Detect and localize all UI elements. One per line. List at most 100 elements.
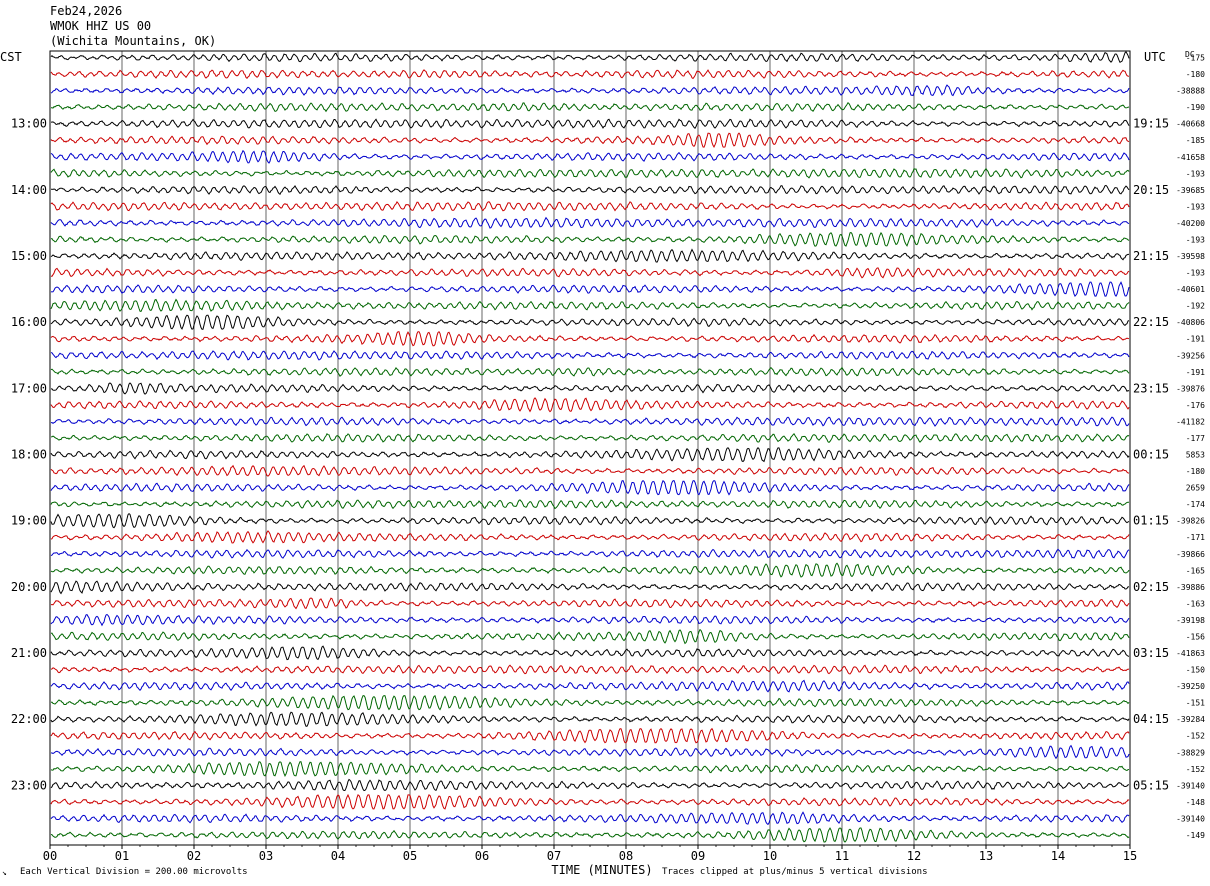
dc-offset-label: -40200 — [1176, 219, 1205, 228]
dc-offset-label: -163 — [1186, 599, 1205, 608]
dc-offset-label: -40601 — [1176, 285, 1205, 294]
seismic-trace — [50, 548, 1130, 559]
seismic-trace — [50, 416, 1130, 427]
seismic-trace — [50, 711, 1130, 727]
dc-offset-label: -193 — [1186, 269, 1205, 278]
dc-offset-label: -149 — [1186, 831, 1205, 840]
left-timezone-label: CST — [0, 50, 22, 64]
dc-offset-label: -39140 — [1176, 814, 1205, 823]
left-hour-label: 14:00 — [11, 183, 47, 197]
seismic-trace — [50, 167, 1130, 179]
dc-offset-label: -180 — [1186, 467, 1205, 476]
x-tick-label: 06 — [475, 849, 489, 863]
seismic-trace — [50, 149, 1130, 164]
right-hour-label: 19:15 — [1133, 117, 1169, 131]
seismic-trace — [50, 397, 1130, 413]
left-hour-label: 16:00 — [11, 315, 47, 329]
dc-offset-label: -39866 — [1176, 550, 1205, 559]
dc-offset-label: -39256 — [1176, 351, 1205, 360]
right-hour-label: 02:15 — [1133, 580, 1169, 594]
dc-offset-label: -39598 — [1176, 252, 1205, 261]
dc-offset-label: 5853 — [1186, 451, 1205, 460]
x-tick-label: 09 — [691, 849, 705, 863]
station-code: WMOK HHZ US 00 — [50, 19, 152, 33]
right-hour-label: 01:15 — [1133, 514, 1169, 528]
seismic-trace — [50, 248, 1129, 263]
dc-offset-label: -41182 — [1176, 417, 1205, 426]
dc-offset-label: -193 — [1186, 202, 1205, 211]
dc-offset-label: 2659 — [1186, 484, 1205, 493]
left-hour-label: 19:00 — [11, 514, 47, 528]
seismic-trace — [50, 314, 1130, 330]
seismic-trace — [50, 201, 1130, 212]
right-hour-label: 23:15 — [1133, 381, 1169, 395]
dc-offset-label: -193 — [1186, 169, 1205, 178]
dc-offset-label: -177 — [1186, 434, 1205, 443]
x-tick-label: 04 — [331, 849, 345, 863]
seismic-trace — [50, 664, 1130, 675]
seismic-trace — [50, 580, 1130, 595]
left-hour-label: 20:00 — [11, 580, 47, 594]
dc-offset-label: -152 — [1186, 765, 1205, 774]
dc-offset-label: -174 — [1186, 500, 1205, 509]
dc-offset-label: -150 — [1186, 666, 1205, 675]
x-tick-label: 14 — [1051, 849, 1065, 863]
dc-offset-label: -185 — [1186, 136, 1205, 145]
dc-offset-label: -148 — [1186, 798, 1205, 807]
seismic-trace — [50, 350, 1130, 361]
x-tick-label: 02 — [187, 849, 201, 863]
dc-offset-label: -41658 — [1176, 153, 1205, 162]
seismic-trace — [51, 118, 1130, 129]
x-tick-label: 13 — [979, 849, 993, 863]
seismic-trace — [50, 447, 1130, 463]
seismic-trace — [50, 761, 1130, 777]
left-hour-label: 18:00 — [11, 448, 47, 462]
seismic-trace — [50, 530, 1130, 544]
x-tick-label: 03 — [259, 849, 273, 863]
seismic-trace — [50, 216, 1130, 229]
vertical-scale-note: Each Vertical Division = 200.00 microvol… — [20, 867, 248, 877]
seismic-trace — [50, 613, 1130, 627]
seismic-trace — [50, 479, 1130, 496]
dc-offset-label: -39826 — [1176, 517, 1205, 526]
seismic-trace — [50, 432, 1130, 444]
seismic-trace — [50, 811, 1130, 826]
seismic-trace — [50, 84, 1130, 97]
chart-date: Feb24,2026 — [50, 4, 123, 18]
seismic-trace — [50, 645, 1130, 661]
dc-offset-label: -191 — [1186, 335, 1205, 344]
seismic-trace — [50, 51, 1130, 64]
left-hour-label: 15:00 — [11, 249, 47, 263]
dc-offset-label: -175 — [1186, 54, 1205, 63]
x-tick-label: 05 — [403, 849, 417, 863]
seismic-trace — [51, 382, 1130, 395]
seismic-trace — [50, 727, 1130, 744]
seismic-trace — [50, 231, 1130, 248]
dc-offset-label: -180 — [1186, 70, 1205, 79]
seismic-trace — [50, 267, 1130, 279]
x-tick-label: 08 — [619, 849, 633, 863]
right-hour-label: 21:15 — [1133, 249, 1169, 263]
dc-offset-label: -39250 — [1176, 682, 1205, 691]
seismic-trace — [50, 694, 1130, 711]
seismic-trace — [50, 513, 1130, 529]
dc-offset-label: -176 — [1186, 401, 1205, 410]
dc-offset-label: -165 — [1186, 566, 1205, 575]
seismic-trace — [50, 298, 1130, 312]
right-hour-label: 04:15 — [1133, 712, 1169, 726]
right-hour-label: 20:15 — [1133, 183, 1169, 197]
cursor-icon: ↘ — [2, 868, 7, 877]
right-timezone-label: UTC — [1144, 50, 1166, 64]
dc-offset-label: -39198 — [1176, 616, 1205, 625]
left-hour-label: 17:00 — [11, 381, 47, 395]
right-hour-label: 05:15 — [1133, 778, 1169, 792]
station-location: (Wichita Mountains, OK) — [50, 34, 217, 48]
seismic-trace — [50, 464, 1130, 477]
dc-offset-label: -39140 — [1176, 781, 1205, 790]
x-tick-label: 15 — [1123, 849, 1137, 863]
seismic-trace — [50, 366, 1130, 378]
seismic-trace — [50, 597, 1130, 610]
dc-offset-label: -39876 — [1176, 384, 1205, 393]
right-hour-label: 00:15 — [1133, 448, 1169, 462]
